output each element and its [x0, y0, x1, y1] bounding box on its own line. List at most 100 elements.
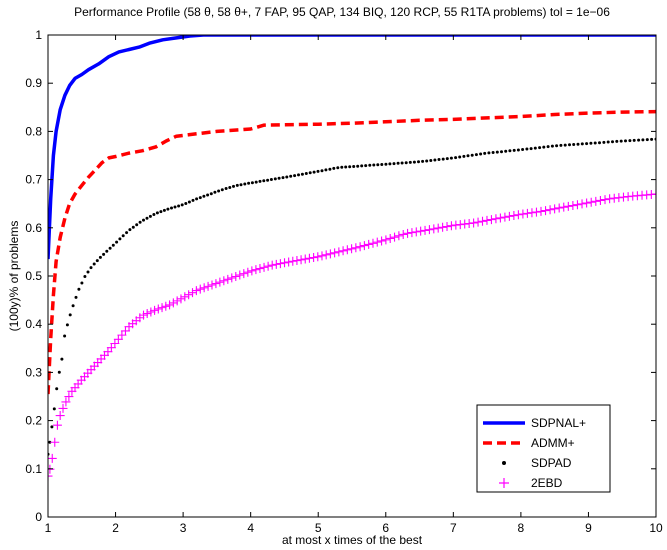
- data-point: [199, 283, 209, 293]
- data-point: [372, 163, 376, 167]
- data-point: [153, 304, 163, 314]
- data-point: [312, 170, 316, 174]
- data-point: [304, 172, 308, 175]
- data-point: [458, 155, 462, 159]
- data-point: [251, 265, 261, 275]
- data-point: [483, 151, 487, 155]
- data-point: [157, 303, 167, 313]
- data-point: [250, 181, 254, 185]
- data-point: [207, 280, 217, 290]
- data-point: [243, 267, 253, 277]
- x-axis-label: at most x times of the best: [282, 533, 423, 547]
- data-point: [102, 252, 106, 256]
- data-point: [407, 228, 417, 238]
- chart-title: Performance Profile (58 θ, 58 θ+, 7 FAP,…: [74, 5, 610, 19]
- data-point: [98, 255, 102, 259]
- data-point: [313, 252, 323, 262]
- data-point: [508, 149, 512, 153]
- data-point: [355, 242, 365, 252]
- data-point: [206, 193, 210, 197]
- data-point: [145, 216, 149, 220]
- data-point: [628, 139, 632, 143]
- data-point: [536, 206, 546, 216]
- data-point: [273, 177, 277, 181]
- data-point: [445, 157, 449, 161]
- data-point: [300, 172, 304, 176]
- data-point: [115, 240, 119, 244]
- series-line-sdpnal: [48, 35, 656, 260]
- x-tick-label: 6: [382, 521, 389, 535]
- data-point: [348, 165, 352, 169]
- data-point: [162, 208, 166, 212]
- data-point: [411, 227, 421, 237]
- x-tick-label: 9: [585, 521, 592, 535]
- data-point: [50, 425, 54, 429]
- data-point: [168, 298, 178, 308]
- data-point: [83, 275, 87, 278]
- data-point: [139, 310, 149, 320]
- data-point: [71, 304, 75, 308]
- data-point: [235, 183, 239, 187]
- data-point: [63, 334, 67, 338]
- data-point: [650, 137, 654, 141]
- data-point: [125, 231, 129, 235]
- data-point: [504, 211, 514, 221]
- data-point: [80, 281, 84, 285]
- data-point: [258, 179, 262, 183]
- data-point: [86, 270, 90, 274]
- data-point: [52, 407, 56, 411]
- data-point: [396, 161, 400, 165]
- data-point: [462, 154, 466, 158]
- data-point: [495, 150, 499, 154]
- data-point: [220, 188, 224, 192]
- y-tick-label: 0.9: [25, 76, 42, 90]
- data-point: [48, 440, 52, 444]
- legend-swatch-sdpad: [502, 461, 506, 465]
- data-point: [198, 196, 202, 200]
- data-point: [296, 255, 306, 265]
- data-point: [74, 295, 78, 299]
- data-point: [325, 249, 335, 259]
- y-tick-label: 0.8: [25, 124, 42, 138]
- data-point: [433, 158, 437, 162]
- data-point: [292, 256, 302, 266]
- data-point: [235, 270, 245, 280]
- x-tick-label: 3: [180, 521, 187, 535]
- data-point: [425, 159, 429, 163]
- data-point: [217, 189, 221, 193]
- data-point: [170, 206, 173, 210]
- data-point: [582, 198, 592, 208]
- data-point: [546, 145, 550, 149]
- data-point: [403, 228, 413, 238]
- data-point: [173, 205, 177, 209]
- data-point: [645, 138, 649, 142]
- data-point: [317, 251, 327, 261]
- data-point: [131, 225, 135, 229]
- data-point: [351, 243, 361, 253]
- data-point: [385, 233, 395, 243]
- data-point: [255, 264, 265, 274]
- data-point: [89, 266, 93, 270]
- data-point: [155, 211, 159, 215]
- data-point: [482, 215, 492, 225]
- data-point: [61, 397, 71, 407]
- data-point: [563, 201, 573, 211]
- data-point: [172, 296, 182, 306]
- data-point: [263, 261, 273, 271]
- data-point: [232, 184, 235, 188]
- legend-label-sdpnal: SDPNAL+: [531, 416, 586, 430]
- series-sdpad: [48, 137, 656, 456]
- y-axis-label: (100y)% of problems: [7, 221, 21, 332]
- x-tick-label: 10: [649, 521, 663, 535]
- data-point: [243, 182, 247, 186]
- data-point: [550, 144, 554, 148]
- data-point: [438, 222, 448, 232]
- data-point: [615, 139, 619, 143]
- data-point: [538, 146, 542, 150]
- data-point: [611, 140, 614, 144]
- data-point: [372, 237, 382, 247]
- data-point: [77, 287, 81, 291]
- data-point: [618, 192, 628, 202]
- data-point: [195, 197, 199, 201]
- data-point: [424, 225, 434, 235]
